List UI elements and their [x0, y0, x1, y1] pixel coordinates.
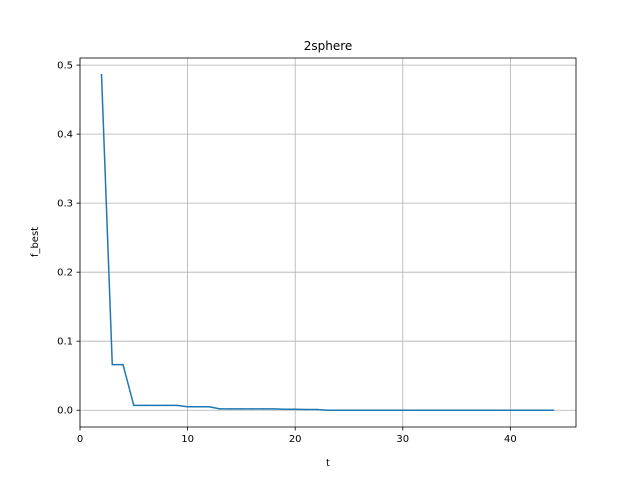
data-point: [208, 406, 210, 408]
data-point: [294, 408, 296, 410]
grid-lines: [79, 58, 576, 427]
data-point: [488, 409, 490, 411]
x-axis-title: t: [326, 458, 330, 469]
data-point: [176, 404, 178, 407]
x-tick-label: 30: [396, 434, 409, 445]
series-lines: [100, 73, 555, 411]
data-point: [358, 409, 361, 411]
y-axis-title: f_best: [30, 227, 41, 257]
data-point: [229, 408, 232, 410]
data-point: [251, 408, 253, 410]
data-point: [272, 408, 275, 410]
chart-title: 2sphere: [304, 39, 353, 53]
data-point: [380, 409, 383, 411]
y-tick-label: 0.1: [57, 337, 73, 348]
data-point: [100, 74, 103, 76]
data-point: [337, 409, 339, 411]
y-tick-label: 0.0: [57, 406, 73, 417]
axes-frame: [79, 57, 577, 428]
data-point: [219, 408, 221, 410]
data-point: [423, 409, 426, 411]
x-tick-label: 20: [289, 434, 302, 445]
data-point: [509, 409, 512, 411]
y-tick-label: 0.5: [57, 61, 73, 72]
data-point: [197, 406, 200, 408]
data-point: [348, 409, 350, 411]
data-point: [402, 409, 404, 411]
data-point: [412, 409, 415, 411]
x-tick-label: 10: [181, 434, 194, 445]
data-point: [520, 409, 522, 411]
y-tick-label: 0.2: [57, 268, 73, 279]
data-point: [391, 409, 393, 411]
data-point: [240, 408, 243, 410]
data-point: [541, 409, 544, 411]
data-point: [369, 409, 372, 411]
data-point: [165, 404, 167, 407]
x-tick-label: 40: [504, 434, 517, 445]
data-point: [315, 408, 318, 411]
y-tick-label: 0.4: [57, 130, 73, 141]
data-point: [434, 409, 436, 411]
data-point: [133, 404, 135, 407]
data-point: [455, 409, 458, 411]
data-point: [326, 409, 329, 411]
axis-ticks: 0 10 20 30 40 0.0 0.1 0.2 0.3 0.4 0.5: [57, 61, 517, 445]
x-tick-label: 0: [77, 434, 83, 445]
data-point: [445, 409, 447, 411]
data-point: [143, 404, 146, 407]
data-point: [154, 404, 157, 407]
data-point: [498, 409, 501, 411]
data-point: [552, 409, 555, 411]
data-point: [466, 409, 469, 411]
data-point: [477, 409, 479, 411]
data-point: [305, 408, 307, 411]
data-point: [262, 408, 264, 410]
data-point: [122, 363, 124, 366]
y-tick-label: 0.3: [57, 199, 73, 210]
data-point: [531, 409, 533, 411]
data-point: [111, 363, 114, 366]
data-point: [186, 406, 189, 408]
plot-area: [80, 58, 576, 427]
data-point: [283, 408, 286, 410]
